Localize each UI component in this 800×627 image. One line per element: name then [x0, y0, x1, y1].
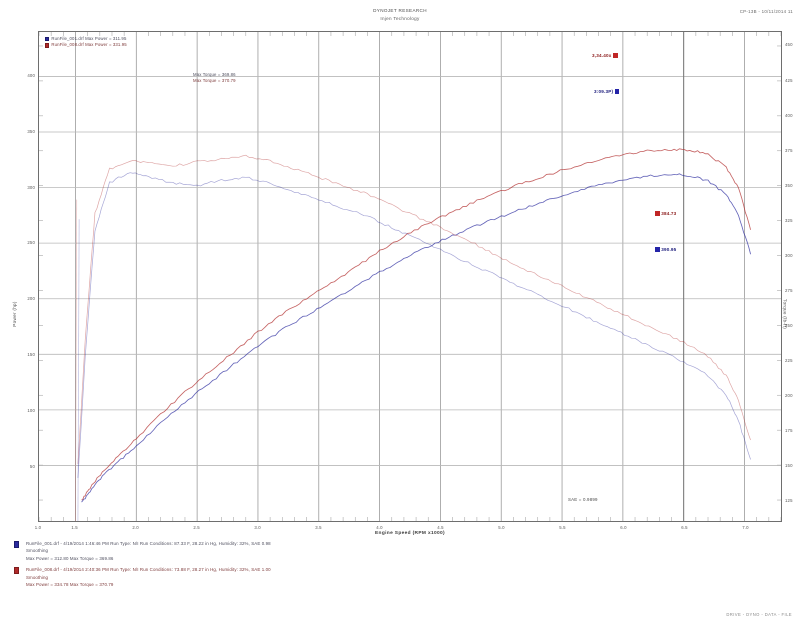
run-swatch [14, 541, 19, 548]
peak-power-blue-text: 3:09.3P) [594, 89, 614, 94]
curve-runfile-001-drf-torque [77, 172, 751, 478]
sae-correction-note: SAE = 0.9899 [568, 497, 598, 502]
x-tick-label: 1.5 [71, 525, 78, 530]
x-tick-label: 6.0 [620, 525, 627, 530]
y-right-tick-label: 450 [785, 42, 793, 48]
legend-row: RunFile_001.drf Max Power = 311.95 [45, 36, 345, 42]
run-detail-block: RunFile_008.drf - 4/19/2014 2:40:36 PM R… [0, 566, 800, 588]
page-subtitle: Injen Technology [380, 16, 420, 21]
y-right-tick-label: 300 [785, 252, 793, 258]
curve-runfile-008-drf-power [81, 148, 752, 501]
page-title: DYNOJET RESEARCH [373, 8, 427, 13]
peak-torque-blue: 390.95 [655, 246, 676, 253]
run-detail-block: RunFile_001.drf - 4/19/2014 1:46:46 PM R… [0, 540, 800, 562]
y-left-tick-label: 250 [27, 240, 35, 246]
plot-area [38, 31, 782, 522]
y-right-tick-label: 150 [785, 463, 793, 469]
footer-credit: DRIVE - DYNO - DATA - FILE [726, 612, 792, 617]
curve-runfile-001-drf-power [81, 173, 752, 503]
peak-power-blue-marker [614, 89, 620, 94]
run-detail-line: Smoothing [26, 574, 49, 580]
run-detail-line: RunFile_001.drf - 4/19/2014 1:46:46 PM R… [26, 541, 271, 546]
y-right-tick-label: 350 [785, 182, 793, 188]
y-right-tick-label: 175 [785, 428, 793, 434]
legend-peak-torque-blue: Max Torque = 369.86 [193, 72, 236, 77]
grid-lines [39, 32, 781, 521]
x-tick-label: 5.5 [559, 525, 566, 530]
y-right-tick-label: 275 [785, 287, 793, 293]
x-tick-label: 6.5 [681, 525, 688, 530]
x-tick-label: 3.0 [254, 525, 261, 530]
x-tick-label: 2.0 [132, 525, 139, 530]
y-right-tick-label: 375 [785, 147, 793, 153]
y-right-tick-label: 125 [785, 498, 793, 504]
peak-torque-red: 384.73 [655, 210, 676, 217]
y-left-tick-label: 350 [27, 128, 35, 134]
run-detail-line: RunFile_008.drf - 4/19/2014 2:40:36 PM R… [26, 567, 271, 573]
x-axis-title: Engine Speed (RPM x1000) [375, 531, 445, 536]
y-right-tick-label: 200 [785, 393, 793, 399]
x-tick-label: 1.0 [34, 525, 42, 530]
peak-power-blue: 3:09.3P) [594, 88, 620, 95]
chart-legend: RunFile_001.drf Max Power = 311.95 RunFi… [45, 36, 345, 83]
peak-power-red-marker [613, 53, 618, 58]
run-detail-line: Max Power = 312.80 Max Torque = 369.86 [26, 555, 114, 561]
y-right-tick-label: 400 [785, 112, 793, 118]
run-swatch [14, 567, 19, 574]
x-tick-label: 3.5 [315, 525, 322, 530]
legend-swatch-blue [45, 36, 49, 42]
y-right-tick-label: 250 [785, 323, 793, 328]
legend-label: RunFile_001.drf Max Power = 311.95 [51, 36, 127, 41]
legend-swatch-red [45, 43, 49, 48]
x-tick-label: 7.0 [742, 525, 749, 530]
peak-torque-red-marker [655, 211, 660, 216]
x-tick-label: 5.0 [498, 525, 505, 530]
peak-power-red-text: 3,34.40x [592, 53, 612, 58]
y-left-tick-label: 150 [27, 352, 35, 357]
curve-runfile-008-drf-torque [77, 154, 751, 465]
y-right-tick-label: 425 [785, 77, 793, 83]
data-curves [75, 148, 752, 521]
x-tick-label: 4.5 [437, 525, 444, 530]
run-detail-line: Smoothing [26, 548, 49, 554]
peak-torque-blue-marker [655, 247, 660, 252]
y-left-tick-label: 200 [27, 296, 35, 302]
peak-power-red: 3,34.40x [592, 52, 618, 59]
peak-torque-blue-text: 390.95 [661, 247, 677, 252]
y-right-tick-label: 225 [785, 358, 793, 364]
y-left-tick-label: 50 [29, 463, 35, 469]
legend-label: RunFile_008.drf Max Power = 331.95 [51, 42, 127, 48]
legend-row: RunFile_008.drf Max Power = 331.95 [45, 42, 345, 48]
y-left-tick-label: 400 [27, 73, 35, 79]
y-right-tick-label: 325 [785, 217, 793, 223]
run-details-footer: RunFile_001.drf - 4/19/2014 1:46:46 PM R… [0, 540, 800, 592]
peak-torque-red-text: 384.73 [661, 211, 677, 216]
x-tick-label: 4.0 [376, 525, 383, 530]
run-detail-line: Max Power = 334.78 Max Torque = 370.79 [26, 582, 114, 588]
x-tick-label: 2.5 [193, 525, 200, 530]
y-axis-left-title: Power (hp) [12, 300, 18, 327]
y-left-tick-label: 100 [27, 407, 35, 413]
header-meta: CP-13B - 10/11/2014 11 [739, 9, 793, 14]
legend-peak-torque-red: Max Torque = 370.79 [193, 78, 236, 84]
y-left-tick-label: 300 [27, 184, 35, 190]
